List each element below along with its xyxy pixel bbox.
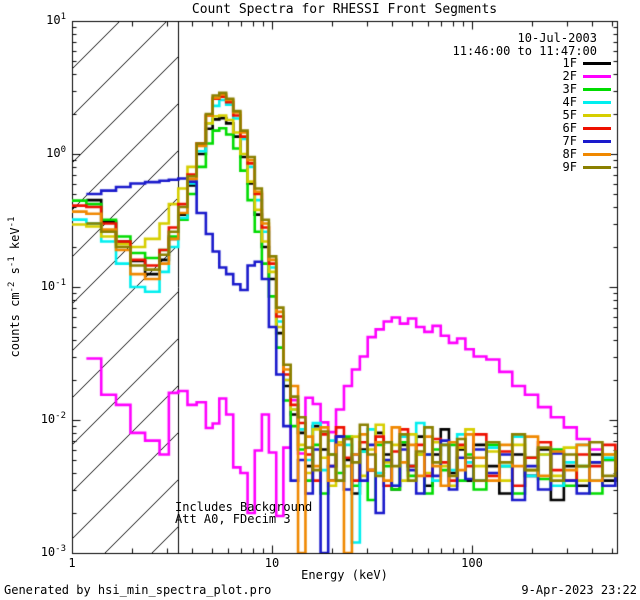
legend-series-swatch <box>583 127 611 130</box>
y-tick-label: 10-3 <box>40 544 66 560</box>
legend-row: 6F <box>563 122 611 135</box>
footer-left: Generated by hsi_min_spectra_plot.pro <box>4 583 272 597</box>
legend-date: 10-Jul-2003 <box>517 31 597 45</box>
x-axis-label: Energy (keV) <box>301 568 388 582</box>
legend-row: 1F <box>563 57 611 70</box>
x-tick-label: 1 <box>68 556 76 570</box>
y-tick-label: 10-1 <box>40 278 66 294</box>
legend-series-swatch <box>583 114 611 117</box>
footer-right: 9-Apr-2023 23:22 <box>521 583 637 597</box>
legend-series-label: 7F <box>562 134 577 148</box>
legend-row: 5F <box>563 109 611 122</box>
legend-series-label: 8F <box>562 147 577 161</box>
legend-series-swatch <box>583 62 611 65</box>
legend-series-swatch <box>583 88 611 91</box>
legend-series-swatch <box>583 166 611 169</box>
legend-row: 8F <box>563 148 611 161</box>
legend-series-swatch <box>583 140 611 143</box>
legend-series-label: 3F <box>562 82 577 96</box>
x-tick-label: 10 <box>264 556 280 570</box>
legend-series-swatch <box>583 101 611 104</box>
y-tick-label: 10-2 <box>40 411 66 427</box>
legend-series-label: 2F <box>562 69 577 83</box>
x-tick-label: 100 <box>461 556 483 570</box>
annotation-line1: Includes Background <box>175 500 313 514</box>
legend-series-label: 4F <box>562 95 577 109</box>
legend-row: 3F <box>563 83 611 96</box>
legend-series-label: 9F <box>562 160 577 174</box>
legend-time-range: 11:46:00 to 11:47:00 <box>452 44 598 58</box>
y-tick-label: 100 <box>46 145 66 161</box>
legend-series-label: 1F <box>562 56 577 70</box>
legend-series-swatch <box>583 153 611 156</box>
legend-row: 4F <box>563 96 611 109</box>
legend-row: 2F <box>563 70 611 83</box>
legend-row: 9F <box>563 161 611 174</box>
legend-series-label: 5F <box>562 108 577 122</box>
y-tick-label: 101 <box>46 12 66 28</box>
chart-title: Count Spectra for RHESSI Front Segments <box>191 2 498 17</box>
legend-row: 7F <box>563 135 611 148</box>
legend-series-swatch <box>583 75 611 78</box>
legend-series-label: 6F <box>562 121 577 135</box>
annotation-line2: Att A0, FDecim 3 <box>175 512 291 526</box>
legend: 1F 2F 3F 4F 5F 6F 7F 8F 9F <box>563 57 611 174</box>
